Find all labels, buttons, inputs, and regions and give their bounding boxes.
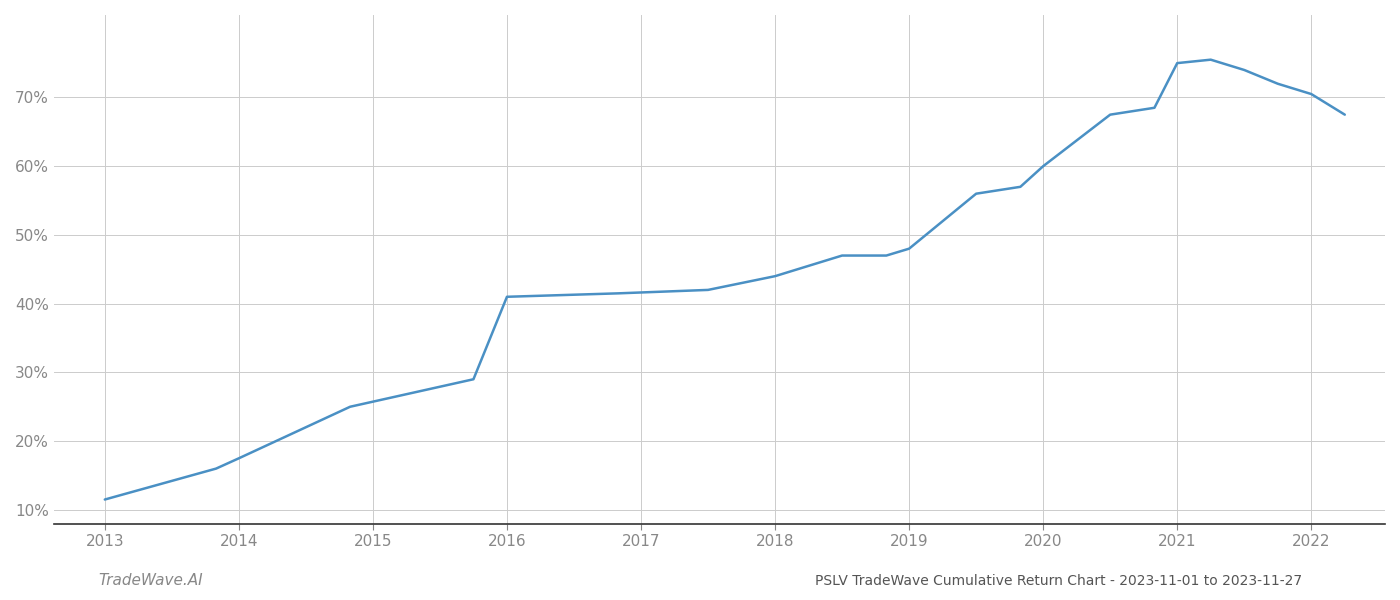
Text: PSLV TradeWave Cumulative Return Chart - 2023-11-01 to 2023-11-27: PSLV TradeWave Cumulative Return Chart -…	[815, 574, 1302, 588]
Text: TradeWave.AI: TradeWave.AI	[98, 573, 203, 588]
